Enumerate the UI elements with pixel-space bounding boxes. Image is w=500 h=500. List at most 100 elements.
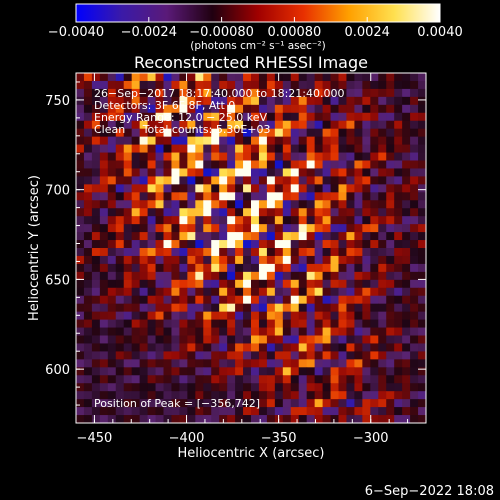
heatmap-cell (298, 415, 308, 423)
clean-counts-text: Clean Total counts: 5.30E+03 (94, 123, 271, 136)
heatmap-cell (179, 407, 188, 416)
heatmap-cell (410, 128, 419, 138)
heatmap-cell (147, 152, 157, 161)
heatmap-cell (386, 319, 395, 329)
heatmap-cell (91, 80, 101, 90)
heatmap-cell (282, 80, 292, 90)
heatmap-cell (155, 152, 164, 161)
heatmap-cell (378, 343, 387, 352)
heatmap-cell (274, 216, 284, 225)
heatmap-cell (410, 88, 419, 98)
heatmap-cell (91, 295, 101, 305)
heatmap-cell (258, 279, 268, 289)
heatmap-cell (282, 319, 292, 329)
heatmap-cell (99, 359, 109, 368)
heatmap-cell (290, 104, 300, 114)
heatmap-cell (139, 303, 149, 313)
heatmap-cell (243, 399, 252, 408)
heatmap-cell (322, 112, 332, 122)
heatmap-cell (306, 327, 316, 336)
heatmap-cell (107, 295, 117, 305)
heatmap-cell (354, 136, 363, 146)
heatmap-cell (147, 407, 157, 416)
heatmap-cell (139, 335, 149, 344)
heatmap-cell (298, 128, 308, 138)
heatmap-cell (354, 248, 363, 257)
heatmap-cell (171, 224, 180, 233)
heatmap-cell (378, 232, 387, 241)
heatmap-cell (115, 359, 125, 368)
heatmap-cell (163, 73, 172, 82)
heatmap-cell (99, 399, 109, 408)
y-tick-label: 750 (45, 94, 70, 109)
heatmap-cell (346, 80, 355, 90)
heatmap-cell (195, 112, 204, 122)
heatmap-cell (370, 303, 379, 313)
heatmap-cell (251, 224, 260, 233)
heatmap-cell (195, 415, 204, 423)
heatmap-cell (251, 287, 260, 297)
heatmap-cell (107, 319, 117, 329)
heatmap-cell (195, 240, 204, 249)
heatmap-cell (298, 399, 308, 408)
heatmap-cell (163, 303, 172, 313)
heatmap-cell (362, 367, 371, 376)
heatmap-cell (314, 335, 324, 344)
heatmap-cell (155, 112, 164, 122)
heatmap-cell (123, 271, 133, 281)
heatmap-cell (179, 319, 188, 329)
heatmap-cell (362, 168, 371, 177)
heatmap-cell (243, 335, 252, 344)
heatmap-cell (314, 271, 324, 281)
x-axis-title: Heliocentric X (arcsec) (178, 446, 325, 461)
heatmap-cell (91, 391, 101, 400)
heatmap-cell (187, 271, 196, 281)
heatmap-cell (386, 120, 395, 130)
heatmap-cell (298, 168, 308, 177)
heatmap-cell (418, 248, 426, 257)
heatmap-cell (211, 279, 220, 289)
heatmap-cell (235, 232, 244, 241)
heatmap-cell (211, 240, 220, 249)
heatmap-cell (290, 303, 300, 313)
heatmap-cell (203, 351, 212, 360)
heatmap-cell (306, 224, 316, 233)
heatmap-cell (131, 120, 141, 130)
heatmap-cell (155, 335, 164, 344)
heatmap-cell (187, 192, 196, 201)
heatmap-cell (418, 80, 426, 90)
heatmap-cell (211, 176, 220, 185)
heatmap-cell (258, 120, 268, 130)
heatmap-cell (211, 359, 220, 368)
heatmap-cell (131, 88, 141, 98)
heatmap-cell (91, 271, 101, 281)
heatmap-cell (314, 255, 324, 265)
heatmap-cell (115, 96, 125, 106)
heatmap-cell (76, 295, 85, 305)
heatmap-cell (330, 73, 339, 82)
heatmap-cell (99, 255, 109, 265)
heatmap-cell (378, 208, 387, 217)
heatmap-cell (243, 176, 252, 185)
heatmap-cell (139, 136, 149, 146)
heatmap-cell (314, 192, 324, 201)
heatmap-cell (219, 144, 228, 154)
heatmap-cell (354, 327, 363, 336)
heatmap-cell (195, 152, 204, 161)
heatmap-cell (418, 128, 426, 138)
heatmap-cell (179, 112, 188, 122)
heatmap-cell (91, 407, 101, 416)
heatmap-cell (83, 335, 93, 344)
heatmap-cell (386, 311, 395, 321)
heatmap-cell (211, 271, 220, 281)
heatmap-cell (394, 88, 403, 98)
heatmap-cell (251, 271, 260, 281)
heatmap-cell (115, 335, 125, 344)
heatmap-cell (203, 255, 212, 265)
heatmap-cell (410, 120, 419, 130)
heatmap-cell (290, 248, 300, 257)
heatmap-cell (115, 407, 125, 416)
heatmap-cell (195, 335, 204, 344)
heatmap-cell (107, 232, 117, 241)
heatmap-cell (322, 335, 332, 344)
